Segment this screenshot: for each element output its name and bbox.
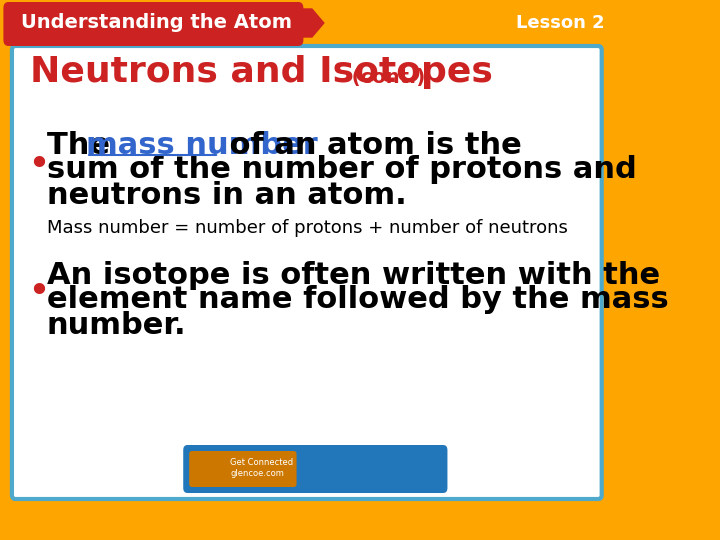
Text: Lesson 2: Lesson 2 xyxy=(516,14,605,32)
Text: number.: number. xyxy=(47,310,186,340)
Text: (cont.): (cont.) xyxy=(345,68,426,86)
Text: Neutrons and Isotopes: Neutrons and Isotopes xyxy=(30,55,492,89)
Text: The: The xyxy=(47,131,120,159)
Text: •: • xyxy=(27,146,50,184)
Text: Get Connected
glencoe.com: Get Connected glencoe.com xyxy=(230,458,293,478)
FancyArrow shape xyxy=(297,9,324,37)
Text: An isotope is often written with the: An isotope is often written with the xyxy=(47,260,660,289)
Text: mass number: mass number xyxy=(86,131,318,159)
FancyBboxPatch shape xyxy=(4,2,303,46)
Text: element name followed by the mass: element name followed by the mass xyxy=(47,286,669,314)
Text: •: • xyxy=(27,273,50,311)
Text: of an atom is the: of an atom is the xyxy=(219,131,522,159)
Text: sum of the number of protons and: sum of the number of protons and xyxy=(47,156,636,185)
FancyBboxPatch shape xyxy=(12,46,602,499)
Text: neutrons in an atom.: neutrons in an atom. xyxy=(47,180,407,210)
FancyBboxPatch shape xyxy=(189,451,297,487)
FancyBboxPatch shape xyxy=(183,445,447,493)
Text: Mass number = number of protons + number of neutrons: Mass number = number of protons + number… xyxy=(47,219,568,237)
Text: Understanding the Atom: Understanding the Atom xyxy=(22,14,292,32)
